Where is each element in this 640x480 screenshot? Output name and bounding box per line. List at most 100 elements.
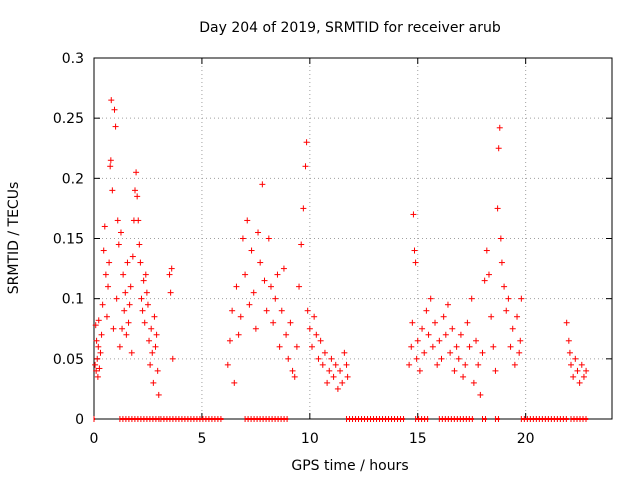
data-point [147,361,154,368]
data-point [166,271,173,278]
data-point [328,355,335,362]
data-point [149,349,156,356]
data-point [313,331,320,338]
data-point [148,325,155,332]
data-point [226,337,233,344]
data-point [330,373,337,380]
data-point [278,307,285,314]
data-point [276,343,283,350]
data-point [304,307,311,314]
data-point [97,349,104,356]
data-point [421,349,428,356]
data-point [308,343,315,350]
data-point [503,307,510,314]
data-point [477,391,484,398]
data-point [239,235,246,242]
data-point [114,217,121,224]
data-point [120,271,127,278]
grid [94,58,612,419]
data-point [425,331,432,338]
data-point [498,259,505,266]
data-point [438,355,445,362]
data-point [511,361,518,368]
data-point [112,123,119,130]
data-point [98,331,105,338]
data-point [123,331,130,338]
data-point [154,367,161,374]
data-point [99,301,106,308]
data-point [169,355,176,362]
x-axis-label: GPS time / hours [291,458,408,474]
data-point [106,259,113,266]
data-point [319,361,326,368]
data-points [92,97,590,422]
zero-value-run [93,416,96,422]
zero-value-run [119,416,160,422]
data-point [109,187,116,194]
data-point [457,331,464,338]
data-point [300,205,307,212]
data-point [324,379,331,386]
data-point [93,337,100,344]
data-point [291,373,298,380]
data-point [126,301,133,308]
data-point [334,385,341,392]
data-point [261,277,268,284]
data-point [410,211,417,218]
data-point [150,379,157,386]
data-point [107,157,114,164]
data-point [447,349,454,356]
data-point [137,259,144,266]
x-tick-label: 10 [301,431,319,447]
data-point [413,355,420,362]
data-point [315,355,322,362]
data-point [246,301,253,308]
y-axis-label: SRMTID / TECUs [6,182,22,295]
data-point [580,373,587,380]
data-point [94,373,101,380]
data-point [152,343,159,350]
data-point [95,343,102,350]
data-point [343,361,350,368]
data-point [242,271,249,278]
data-point [122,289,129,296]
zero-value-run [438,416,474,422]
data-point [412,259,419,266]
data-point [117,229,124,236]
data-point [483,247,490,254]
data-point [257,259,264,266]
data-point [144,301,151,308]
x-tick-label: 15 [409,431,427,447]
data-point [505,295,512,302]
data-point [339,379,346,386]
data-point [235,331,242,338]
data-point [285,355,292,362]
data-point [566,349,573,356]
data-point [255,229,262,236]
data-point [263,307,270,314]
data-point [460,373,467,380]
data-point [432,319,439,326]
data-point [518,295,525,302]
y-tick-label: 0.1 [62,292,84,308]
data-point [167,289,174,296]
data-point [141,319,148,326]
data-point [136,241,143,248]
data-point [128,349,135,356]
data-point [332,361,339,368]
data-point [124,259,131,266]
data-point [468,295,475,302]
data-point [127,283,134,290]
data-point [121,307,128,314]
data-point [168,265,175,272]
data-point [501,283,508,290]
data-point [92,361,99,368]
data-point [107,163,114,170]
data-point [574,367,581,374]
data-point [494,205,501,212]
data-point [449,325,456,332]
data-point [283,331,290,338]
data-point [473,337,480,344]
data-point [475,361,482,368]
